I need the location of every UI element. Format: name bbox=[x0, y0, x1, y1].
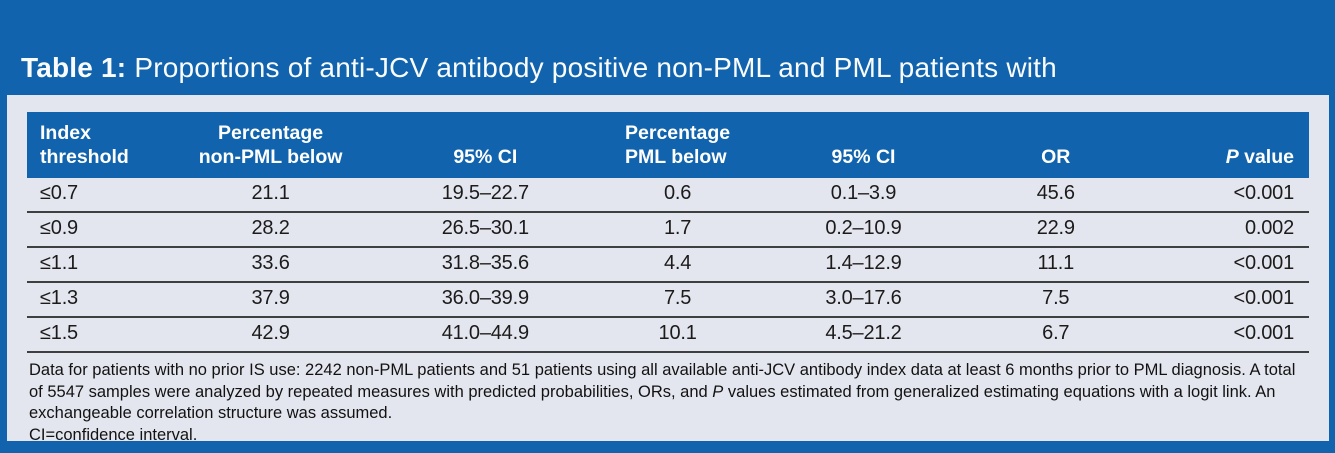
cell-or: 22.9 bbox=[962, 212, 1149, 248]
col-header-pct-non-pml: Percentage non-PML below bbox=[161, 112, 380, 178]
footnote-main-after: values estimated from generalized estima… bbox=[29, 382, 1276, 423]
cell-ci1: 31.8–35.6 bbox=[379, 247, 592, 283]
cell-or: 45.6 bbox=[962, 178, 1149, 213]
table-panel: Index threshold Percentage non-PML below… bbox=[7, 95, 1329, 444]
cell-ci2: 1.4–12.9 bbox=[764, 247, 963, 283]
cell-ci1: 36.0–39.9 bbox=[379, 282, 592, 318]
cell-pct-pml: 0.6 bbox=[591, 178, 765, 213]
cell-pct-pml: 4.4 bbox=[591, 247, 765, 283]
p-value-italic: P bbox=[1225, 146, 1239, 168]
cell-pct-non-pml: 21.1 bbox=[161, 178, 380, 213]
cell-threshold: ≤0.7 bbox=[27, 178, 162, 213]
cell-ci1: 19.5–22.7 bbox=[379, 178, 592, 213]
cell-threshold: ≤1.3 bbox=[27, 282, 162, 318]
cell-p-value: <0.001 bbox=[1148, 178, 1309, 213]
cell-ci2: 0.1–3.9 bbox=[764, 178, 963, 213]
col-header-index-threshold: Index threshold bbox=[27, 112, 162, 178]
cell-pct-pml: 7.5 bbox=[591, 282, 765, 318]
cell-pct-non-pml: 33.6 bbox=[161, 247, 380, 283]
cell-p-value: <0.001 bbox=[1148, 317, 1309, 353]
footnote-main: Data for patients with no prior IS use: … bbox=[29, 360, 1307, 425]
cell-ci2: 3.0–17.6 bbox=[764, 282, 963, 318]
col-header-ci2: 95% CI bbox=[764, 112, 963, 178]
col-header-or: OR bbox=[962, 112, 1149, 178]
cell-threshold: ≤1.1 bbox=[27, 247, 162, 283]
table-header-row: Index threshold Percentage non-PML below… bbox=[27, 112, 1309, 178]
cell-pct-non-pml: 42.9 bbox=[161, 317, 380, 353]
cell-pct-non-pml: 37.9 bbox=[161, 282, 380, 318]
cell-or: 6.7 bbox=[962, 317, 1149, 353]
footnote-p-italic: P bbox=[712, 382, 724, 401]
table-footnotes: Data for patients with no prior IS use: … bbox=[27, 353, 1309, 446]
col-header-pct-pml: Percentage PML below bbox=[591, 112, 765, 178]
cell-p-value: <0.001 bbox=[1148, 247, 1309, 283]
cell-pct-pml: 10.1 bbox=[591, 317, 765, 353]
data-table: Index threshold Percentage non-PML below… bbox=[27, 112, 1309, 353]
cell-ci2: 0.2–10.9 bbox=[764, 212, 963, 248]
cell-ci1: 41.0–44.9 bbox=[379, 317, 592, 353]
table-row: ≤1.5 42.9 41.0–44.9 10.1 4.5–21.2 6.7 <0… bbox=[27, 317, 1309, 353]
col-header-ci1: 95% CI bbox=[379, 112, 592, 178]
cell-p-value: 0.002 bbox=[1148, 212, 1309, 248]
table-row: ≤1.1 33.6 31.8–35.6 4.4 1.4–12.9 11.1 <0… bbox=[27, 247, 1309, 283]
col-header-pct-pml-text: Percentage PML below bbox=[625, 122, 731, 168]
cell-threshold: ≤0.9 bbox=[27, 212, 162, 248]
cell-or: 11.1 bbox=[962, 247, 1149, 283]
table-row: ≤0.9 28.2 26.5–30.1 1.7 0.2–10.9 22.9 0.… bbox=[27, 212, 1309, 248]
cell-threshold: ≤1.5 bbox=[27, 317, 162, 353]
cell-pct-pml: 1.7 bbox=[591, 212, 765, 248]
cell-p-value: <0.001 bbox=[1148, 282, 1309, 318]
cell-ci2: 4.5–21.2 bbox=[764, 317, 963, 353]
table-row: ≤1.3 37.9 36.0–39.9 7.5 3.0–17.6 7.5 <0.… bbox=[27, 282, 1309, 318]
table-row: ≤0.7 21.1 19.5–22.7 0.6 0.1–3.9 45.6 <0.… bbox=[27, 178, 1309, 213]
cell-pct-non-pml: 28.2 bbox=[161, 212, 380, 248]
cell-ci1: 26.5–30.1 bbox=[379, 212, 592, 248]
table-number-label: Table 1: bbox=[21, 52, 127, 83]
p-value-rest: value bbox=[1238, 146, 1294, 168]
footnote-ci-definition: CI=confidence interval. bbox=[29, 425, 198, 444]
col-header-p-value: P value bbox=[1148, 112, 1309, 178]
footnote-main-before: Data for patients with no prior IS use: … bbox=[29, 361, 1296, 401]
cell-or: 7.5 bbox=[962, 282, 1149, 318]
